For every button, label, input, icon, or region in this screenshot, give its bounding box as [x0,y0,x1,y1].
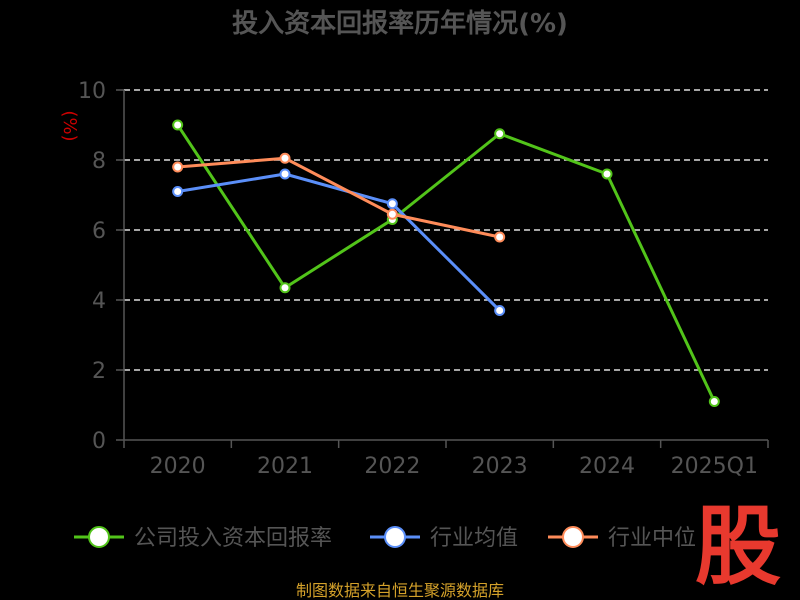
series-line [177,156,500,239]
x-tick-label: 2021 [257,454,313,479]
x-tick-label: 2024 [579,454,635,479]
data-point [494,305,506,316]
y-tick-label: 8 [92,149,106,174]
series-0 [172,119,720,407]
legend-label: 行业均值 [430,526,518,551]
legend-item: 行业中位 [548,526,696,551]
legend-swatch-marker [562,526,584,548]
data-point [172,186,184,197]
data-source-note: 制图数据来自恒生聚源数据库 [296,581,504,600]
x-tick-label: 2020 [150,454,206,479]
legend-item: 公司投入资本回报率 [74,526,332,551]
data-point [279,168,291,180]
data-point [172,119,184,131]
legend-label: 公司投入资本回报率 [134,526,332,551]
data-point [708,396,720,407]
y-tick-label: 0 [92,429,106,454]
y-tick-label: 2 [92,359,106,384]
series-group [172,119,720,407]
data-point [279,282,291,294]
data-point [279,152,291,164]
data-point [601,168,613,180]
series-line [176,124,716,403]
stamp-logo: 股 [695,497,781,597]
grid-lines [124,89,768,371]
data-point [494,231,506,243]
legend-item: 行业均值 [370,526,518,551]
x-tick-label: 2025Q1 [671,454,758,479]
x-tick-label: 2023 [472,454,528,479]
x-tick-label: 2022 [364,454,420,479]
data-point [494,128,506,140]
axes: 0 2 4 6 8 10 2020 2021 2022 2023 2024 2025Q1 [78,79,769,479]
legend-swatch-marker [88,526,110,548]
data-point [172,161,184,173]
data-point [386,208,398,220]
series-1 [172,168,506,316]
series-line [177,172,501,312]
chart-title: 投入资本回报率历年情况(%) [232,8,568,39]
y-tick-label: 4 [92,289,106,314]
data-point [386,198,398,210]
series-2 [172,152,506,243]
y-tick-label: 10 [78,79,106,104]
legend: 公司投入资本回报率 行业均值 行业中位 [74,526,696,551]
y-tick-label: 6 [92,219,106,244]
legend-label: 行业中位 [608,526,696,551]
legend-swatch-marker [384,526,406,548]
y-axis-unit: (%) [59,110,80,141]
